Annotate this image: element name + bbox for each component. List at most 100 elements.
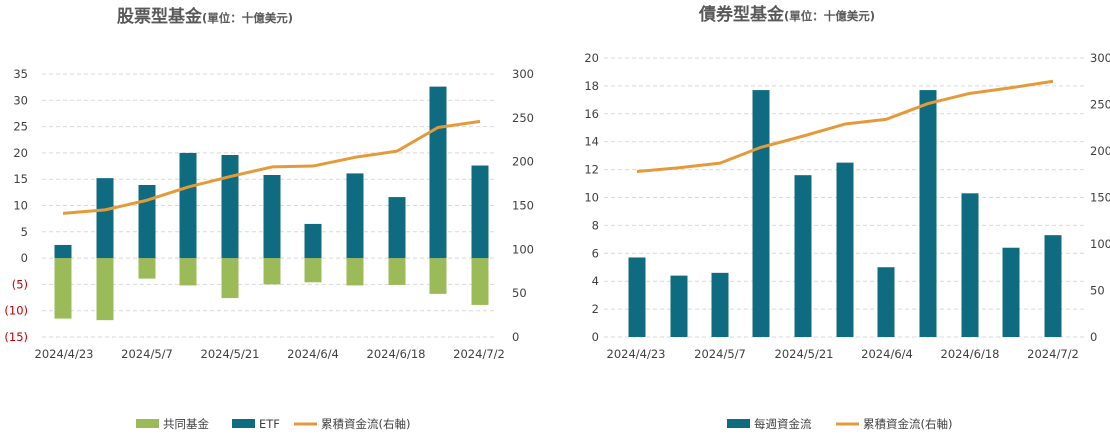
equity-bar xyxy=(54,258,72,319)
equity-bar xyxy=(138,258,156,279)
bond-y-tick-label: 12 xyxy=(584,163,599,177)
equity-y2-tick-label: 100 xyxy=(512,242,534,256)
equity-y-tick-label: 10 xyxy=(13,199,28,213)
bond-bar xyxy=(877,267,895,337)
equity-bar xyxy=(221,155,239,259)
equity-legend-swatch xyxy=(232,419,255,428)
bond-y2-tick-label: 200 xyxy=(1090,144,1110,158)
equity-legend-label: 累積資金流(右軸) xyxy=(321,417,410,431)
bond-x-tick-label: 2024/6/4 xyxy=(861,347,913,361)
bond-y-tick-label: 14 xyxy=(584,135,599,149)
bond-chart-unit-text: (單位：十億美元) xyxy=(784,9,875,23)
bond-x-tick-label: 2024/5/7 xyxy=(694,347,746,361)
bond-y-tick-label: 8 xyxy=(592,218,599,232)
equity-bar xyxy=(471,258,489,305)
equity-y-tick-label: 35 xyxy=(13,67,28,81)
bond-bar xyxy=(711,272,729,337)
equity-y-tick-label: 15 xyxy=(13,172,28,186)
bond-y-tick-label: 20 xyxy=(584,51,599,65)
bond-y-tick-label: 10 xyxy=(584,191,599,205)
bond-legend-label: 累積資金流(右軸) xyxy=(863,417,952,431)
equity-y-tick-label: 25 xyxy=(13,120,28,134)
equity-bar xyxy=(138,184,156,259)
equity-legend-item: 共同基金 xyxy=(136,417,209,431)
equity-x-tick-label: 2024/5/7 xyxy=(121,347,173,361)
equity-bar xyxy=(179,258,197,286)
equity-x-tick-label: 2024/7/2 xyxy=(453,347,505,361)
equity-bar xyxy=(263,258,281,285)
equity-bar xyxy=(346,173,364,259)
equity-chart-title-text: 股票型基金 xyxy=(117,6,203,27)
equity-y-tick-label: (10) xyxy=(4,304,28,318)
equity-bar xyxy=(346,258,364,286)
equity-y2-tick-label: 0 xyxy=(512,330,519,344)
equity-fund-chart: 股票型基金(單位：十億美元) 35 30 25 20 15 10 50 (5) (10) (15)… xyxy=(4,6,534,431)
equity-x-tick-label: 2024/6/18 xyxy=(367,347,426,361)
bond-y-tick-label: 16 xyxy=(584,107,599,121)
equity-legend-item: 累積資金流(右軸) xyxy=(294,417,410,431)
equity-bar xyxy=(471,165,489,259)
equity-cumulative-line xyxy=(62,119,481,215)
bond-bar xyxy=(1044,235,1062,337)
bond-bar xyxy=(1002,247,1020,337)
equity-bar xyxy=(304,258,322,283)
bond-bar xyxy=(752,90,770,338)
equity-y-tick-label: (15) xyxy=(4,330,28,344)
equity-bar xyxy=(304,223,322,259)
bond-legend-label: 每週資金流 xyxy=(754,417,812,431)
equity-bar xyxy=(429,258,447,294)
bond-y-tick-label: 2 xyxy=(592,302,599,316)
equity-legend-swatch xyxy=(136,419,159,428)
bond-bar xyxy=(919,90,937,338)
equity-bar xyxy=(221,258,239,299)
equity-x-tick-label: 2024/6/4 xyxy=(287,347,339,361)
bond-legend-item: 累積資金流(右軸) xyxy=(836,417,952,431)
equity-chart-title: 股票型基金(單位：十億美元) xyxy=(117,6,293,27)
bond-x-tick-label: 2024/4/23 xyxy=(607,347,666,361)
equity-chart-unit-text: (單位：十億美元) xyxy=(202,11,293,25)
bond-y2-tick-label: 50 xyxy=(1090,284,1105,298)
equity-y-tick-label: 20 xyxy=(13,146,28,160)
bond-y-tick-label: 18 xyxy=(584,79,599,93)
bond-y-tick-label: 4 xyxy=(592,274,599,288)
equity-bar xyxy=(96,258,114,321)
equity-legend-label: 共同基金 xyxy=(163,417,209,431)
equity-y2-tick-label: 150 xyxy=(512,199,534,213)
bond-x-tick-label: 2024/7/2 xyxy=(1027,347,1079,361)
bond-bar xyxy=(670,275,688,337)
equity-y2-tick-label: 50 xyxy=(512,286,527,300)
bond-legend-swatch xyxy=(727,419,750,428)
bond-cumulative-line xyxy=(636,79,1054,173)
equity-bar xyxy=(179,152,197,259)
equity-y-tick-label: (5) xyxy=(12,277,28,291)
bond-chart-title: 債券型基金(單位：十億美元) xyxy=(698,4,875,25)
bond-x-tick-label: 2024/5/21 xyxy=(775,347,834,361)
equity-bar xyxy=(96,178,114,259)
bond-y2-tick-label: 0 xyxy=(1090,330,1097,344)
bond-chart-title-text: 債券型基金 xyxy=(698,4,785,25)
bond-bar xyxy=(794,175,812,337)
equity-y2-tick-label: 250 xyxy=(512,111,534,125)
bond-legend-item: 每週資金流 xyxy=(727,417,812,431)
equity-x-tick-label: 2024/4/23 xyxy=(35,347,94,361)
bond-y2-tick-label: 150 xyxy=(1090,191,1110,205)
equity-bar xyxy=(429,86,447,259)
equity-legend-item: ETF xyxy=(232,417,280,431)
equity-bar xyxy=(263,174,281,259)
bond-y2-tick-label: 300 xyxy=(1090,51,1110,65)
bond-y-tick-label: 6 xyxy=(592,246,599,260)
equity-y-tick-label: 30 xyxy=(13,93,28,107)
equity-bar xyxy=(388,258,406,285)
equity-bar xyxy=(54,244,72,259)
bond-bar xyxy=(836,162,854,337)
bond-bar xyxy=(961,193,979,337)
bond-x-tick-label: 2024/6/18 xyxy=(941,347,1000,361)
equity-y2-tick-label: 300 xyxy=(512,67,534,81)
bond-y2-tick-label: 250 xyxy=(1090,98,1110,112)
equity-y2-tick-label: 200 xyxy=(512,155,534,169)
bond-y-tick-label: 0 xyxy=(592,330,599,344)
equity-bar xyxy=(388,197,406,259)
equity-legend-label: ETF xyxy=(259,417,280,431)
